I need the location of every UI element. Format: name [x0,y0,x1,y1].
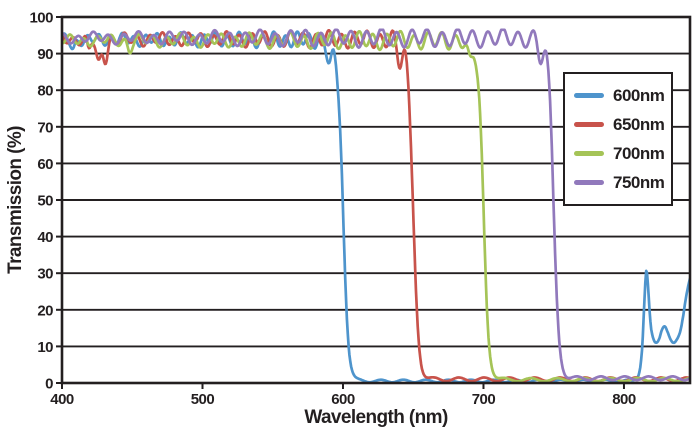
legend-swatch-1 [574,122,604,127]
x-tick-label-500: 500 [191,391,215,408]
y-tick-label-100: 100 [29,10,53,27]
y-tick-label-50: 50 [37,193,53,210]
legend-swatch-3 [574,180,604,185]
y-tick-label-20: 20 [37,302,53,319]
legend-label: 600nm [613,85,665,105]
legend-item-750nm: 750nm [574,168,671,197]
y-tick-label-0: 0 [45,376,53,393]
y-tick-label-10: 10 [37,339,53,356]
legend-label: 650nm [613,114,665,134]
legend-item-700nm: 700nm [574,139,671,168]
x-tick-label-700: 700 [472,391,496,408]
legend: 600nm 650nm 700nm 750nm [563,72,673,206]
series-curve-750nm [62,28,690,382]
y-tick-label-30: 30 [37,266,53,283]
legend-item-600nm: 600nm [574,81,671,110]
y-tick-label-70: 70 [37,119,53,136]
legend-swatch-2 [574,151,604,156]
legend-label: 700nm [613,143,665,163]
plot-border [60,15,692,385]
y-tick-label-60: 60 [37,156,53,173]
legend-label: 750nm [613,172,665,192]
x-tick-label-600: 600 [331,391,355,408]
x-axis-title: Wavelength (nm) [304,407,448,428]
x-tick-label-400: 400 [50,391,74,408]
y-tick-label-90: 90 [37,46,53,63]
y-tick-label-40: 40 [37,229,53,246]
x-tick-label-800: 800 [612,391,636,408]
y-tick-label-80: 80 [37,83,53,100]
y-axis-title: Transmission (%) [5,126,26,274]
curves-group [62,28,690,383]
legend-swatch-0 [574,93,604,98]
legend-item-650nm: 650nm [574,110,671,139]
